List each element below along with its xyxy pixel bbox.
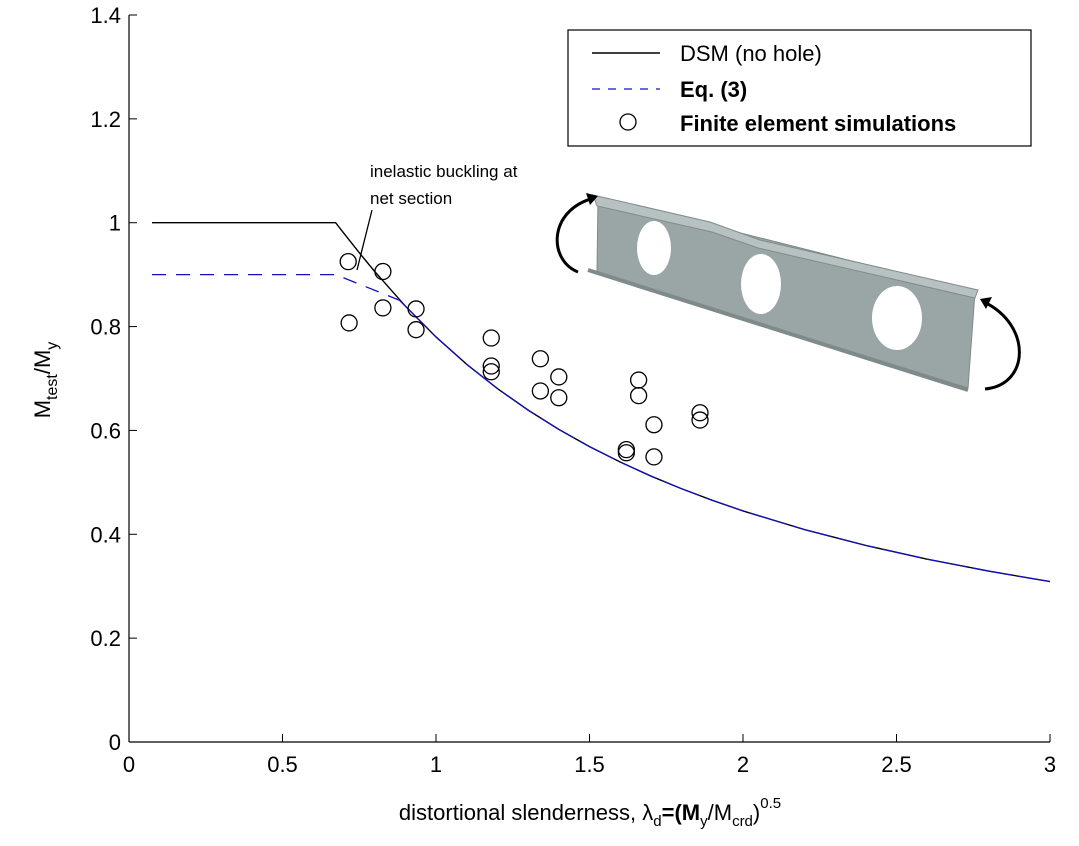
series-line-eq3-dashed [152, 273, 400, 301]
x-tick-label: 3 [1044, 752, 1056, 777]
y-tick-label: 0.6 [90, 418, 121, 443]
x-tick-label: 1 [430, 752, 442, 777]
data-point-fe [531, 350, 550, 368]
data-point-fe [691, 411, 709, 429]
data-point-fe [617, 440, 635, 459]
legend-label-fe: Finite element simulations [680, 111, 956, 136]
data-point-fe [340, 314, 358, 332]
beam-hole [872, 286, 922, 350]
data-point-fe [629, 371, 648, 389]
data-point-fe [531, 382, 550, 400]
y-tick-label: 0.2 [90, 626, 121, 651]
y-tick-label: 1.2 [90, 107, 121, 132]
legend: DSM (no hole) Eq. (3) Finite element sim… [567, 29, 1032, 147]
x-tick-label: 0 [123, 752, 135, 777]
data-point-fe [407, 321, 425, 339]
data-point-fe [407, 300, 425, 318]
beam-hole [741, 254, 781, 314]
data-point-fe [645, 448, 663, 466]
data-point-fe [482, 329, 500, 347]
data-point-fe [691, 404, 709, 422]
y-axis-label: Mtest/My [30, 342, 61, 419]
data-point-fe [550, 389, 568, 407]
y-tick-label: 1.4 [90, 3, 121, 28]
annotation-line-2: net section [370, 189, 452, 208]
y-tick-label: 0.8 [90, 315, 121, 340]
beam-hole [637, 221, 671, 275]
x-tick-label: 2 [737, 752, 749, 777]
data-point-fe [374, 299, 392, 317]
data-point-fe [482, 357, 500, 375]
data-point-fe [617, 444, 635, 462]
beam-top-flange [592, 194, 979, 299]
legend-box [567, 29, 1032, 147]
series-line-eq3 [398, 299, 1051, 583]
moment-arrow-left-icon [555, 196, 595, 274]
data-point-fe [629, 386, 648, 405]
axes [128, 14, 1051, 743]
beam-bottom-flange [587, 268, 969, 392]
legend-label-eq3: Eq. (3) [680, 77, 747, 102]
moment-arrow-right-icon [983, 300, 1021, 391]
annotation: inelastic buckling at net section [356, 162, 518, 271]
y-tick-label: 0.4 [90, 522, 121, 547]
annotation-line-1: inelastic buckling at [370, 162, 518, 181]
beam-illustration [555, 193, 1021, 392]
data-point-fe [645, 416, 663, 434]
legend-swatch-fe [619, 113, 637, 131]
data-point-fe [550, 368, 568, 386]
data-point-fe [374, 262, 392, 281]
annotation-leader [356, 209, 373, 271]
data-point-fe [339, 253, 357, 271]
x-tick-label: 2.5 [881, 752, 912, 777]
plot-area [152, 222, 1051, 583]
arrowhead-icon [980, 297, 992, 309]
x-axis-label: distortional slenderness, λd=(My/Mcrd)0.… [399, 795, 781, 830]
arrowhead-icon [586, 193, 598, 205]
legend-label-dsm: DSM (no hole) [680, 41, 822, 66]
x-tick-label: 1.5 [574, 752, 605, 777]
y-tick-label: 1 [109, 211, 121, 236]
y-tick-label: 0 [109, 730, 121, 755]
x-tick-label: 0.5 [267, 752, 298, 777]
data-point-fe [482, 363, 500, 381]
tick-labels: 0 0.5 1 1.5 2 2.5 3 0 0.2 0.4 0.6 0.8 1 1.2 1.4 [90, 3, 1056, 777]
